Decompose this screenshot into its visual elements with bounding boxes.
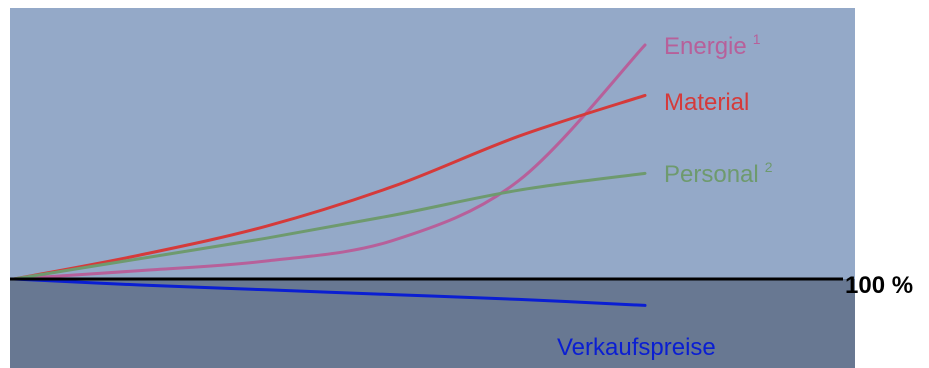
plot-area-above-baseline	[10, 8, 855, 279]
series-footnote-energie: 1	[753, 31, 761, 47]
series-label-personal: Personal 2	[664, 159, 773, 188]
series-line-energie	[12, 43, 647, 281]
series-label-material: Material	[664, 89, 749, 116]
series-line-personal	[12, 171, 647, 281]
series-footnote-personal: 2	[765, 159, 773, 175]
series-line-material	[12, 93, 647, 281]
baseline-label: 100 %	[845, 272, 913, 299]
plot-area-below-baseline	[10, 279, 855, 368]
series-layer	[12, 43, 647, 307]
series-line-verkaufspreise	[12, 277, 647, 307]
series-label-layer: Energie 1 Material Personal 2 Verkaufspreise	[557, 31, 773, 361]
series-label-energie: Energie 1	[664, 31, 761, 60]
series-label-verkaufspreise: Verkaufspreise	[557, 334, 716, 361]
